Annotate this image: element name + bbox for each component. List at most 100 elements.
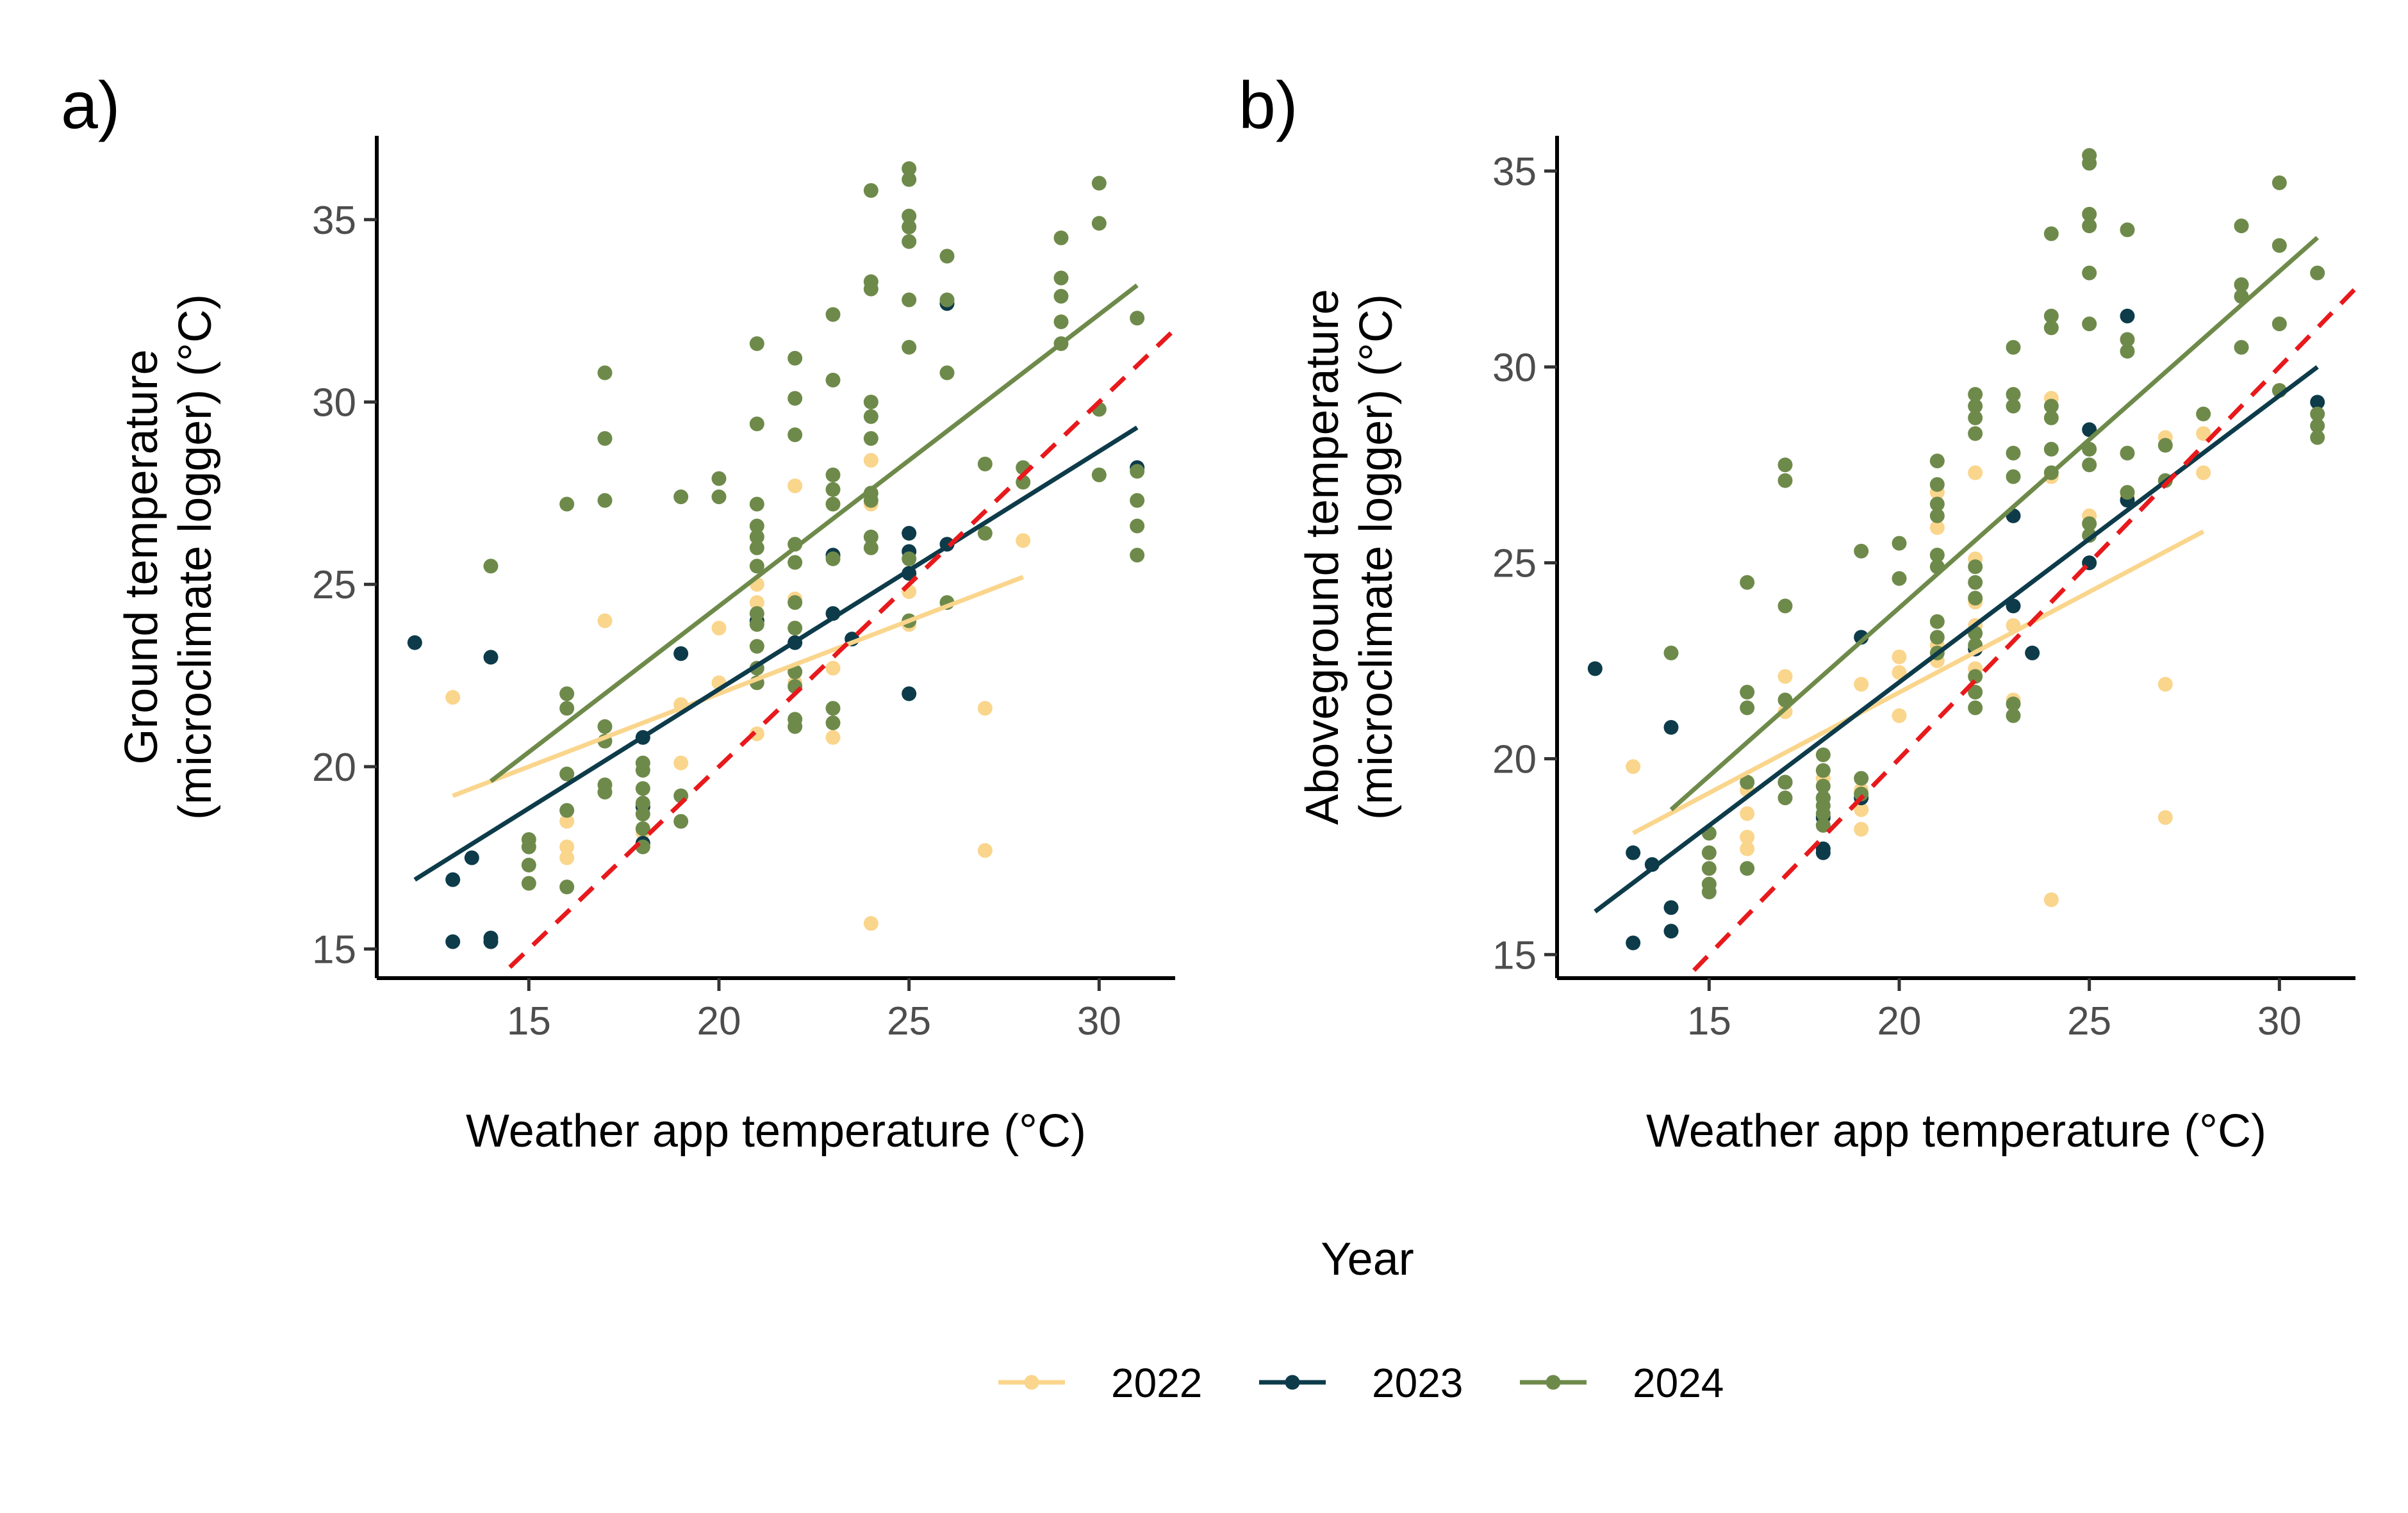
data-point-2023 (902, 525, 917, 541)
data-point-2024 (635, 781, 650, 796)
data-point-2024 (2310, 430, 2325, 445)
data-point-2024 (1740, 700, 1755, 716)
data-point-2024 (2006, 708, 2021, 723)
data-point-2024 (559, 686, 575, 701)
data-point-2024 (521, 876, 536, 891)
data-point-2024 (939, 365, 955, 380)
data-point-2024 (1701, 845, 1717, 860)
data-point-2022 (1740, 830, 1755, 845)
data-point-2024 (521, 858, 536, 873)
x-tick-label: 20 (1877, 999, 1922, 1043)
data-point-2024 (788, 427, 803, 443)
data-point-2024 (1740, 575, 1755, 590)
data-point-2022 (2196, 465, 2211, 480)
data-point-2024 (863, 430, 878, 446)
data-point-2024 (1091, 176, 1107, 191)
data-point-2024 (1740, 861, 1755, 876)
data-point-2024 (1130, 311, 1145, 326)
x-tick-label: 20 (697, 999, 741, 1043)
data-point-2024 (749, 617, 764, 632)
data-point-2024 (2157, 438, 2173, 453)
data-point-2024 (711, 489, 727, 505)
data-point-2024 (2234, 339, 2249, 355)
data-point-2024 (749, 416, 764, 432)
data-point-2024 (1053, 314, 1069, 329)
data-point-2024 (863, 529, 878, 544)
data-point-2024 (1892, 571, 1907, 586)
data-point-2024 (673, 489, 689, 505)
data-point-2023 (2310, 395, 2325, 410)
data-point-2024 (597, 493, 613, 508)
data-point-2024 (711, 471, 727, 486)
data-point-2022 (825, 660, 841, 676)
data-point-2022 (977, 701, 993, 716)
y-tick-label: 30 (312, 381, 356, 425)
data-point-2024 (1777, 790, 1793, 806)
data-point-2024 (902, 551, 917, 566)
reference-line (1692, 287, 2355, 972)
data-point-2024 (977, 525, 993, 541)
y-tick-label: 15 (1492, 933, 1537, 977)
data-point-2022 (1892, 649, 1907, 664)
data-point-2022 (1777, 669, 1793, 684)
data-point-2024 (597, 785, 613, 800)
y-tick-label: 35 (312, 199, 356, 243)
y-tick-label: 25 (1492, 542, 1537, 586)
data-point-2024 (788, 391, 803, 406)
x-axis-title: Weather app temperature (°C) (1646, 1106, 2266, 1157)
data-point-2022 (788, 478, 803, 493)
data-point-2023 (2025, 645, 2040, 660)
data-point-2022 (1740, 841, 1755, 856)
data-point-2024 (902, 219, 917, 234)
data-point-2024 (2120, 485, 2135, 500)
data-point-2024 (597, 430, 613, 446)
data-point-2024 (977, 456, 993, 471)
data-point-2022 (2157, 810, 2173, 825)
data-point-2022 (863, 453, 878, 468)
data-point-2024 (1929, 547, 1945, 562)
data-point-2022 (2043, 892, 2059, 908)
data-point-2024 (825, 496, 841, 512)
data-point-2024 (1968, 426, 1983, 441)
data-point-2024 (559, 879, 575, 895)
legend-title: Year (1321, 1234, 1414, 1285)
data-point-2024 (559, 803, 575, 818)
data-point-2023 (445, 934, 461, 949)
data-point-2023 (1815, 845, 1831, 860)
fit-line-2023 (413, 425, 1139, 882)
data-point-2024 (939, 292, 955, 307)
x-tick-label: 25 (887, 999, 931, 1043)
data-point-2023 (445, 872, 461, 887)
data-point-2024 (1130, 518, 1145, 534)
data-point-2024 (1740, 685, 1755, 700)
data-point-2024 (2006, 696, 2021, 712)
data-point-2024 (749, 518, 764, 534)
data-point-2022 (863, 916, 878, 931)
data-point-2024 (788, 555, 803, 570)
y-axis-title: Aboveground temperature(microclimate log… (1297, 289, 1402, 825)
data-point-2024 (1663, 645, 1679, 660)
data-point-2024 (597, 365, 613, 380)
data-point-2024 (635, 796, 650, 811)
data-point-2022 (1968, 465, 1983, 480)
data-point-2022 (1892, 665, 1907, 680)
data-point-2024 (749, 540, 764, 555)
data-point-2024 (863, 540, 878, 555)
y-tick-label: 20 (312, 746, 356, 790)
data-point-2024 (559, 701, 575, 716)
data-point-2024 (825, 701, 841, 716)
data-point-2024 (1053, 230, 1069, 245)
data-point-2024 (2043, 398, 2059, 414)
data-point-2024 (1130, 493, 1145, 508)
data-point-2022 (749, 726, 764, 742)
data-point-2024 (1968, 559, 1983, 575)
data-point-2024 (559, 496, 575, 512)
data-point-2022 (1854, 676, 1869, 692)
data-point-2024 (2234, 277, 2249, 292)
data-point-2024 (1854, 787, 1869, 802)
data-point-2024 (825, 372, 841, 388)
x-tick-label: 30 (1077, 999, 1121, 1043)
data-point-2024 (1130, 548, 1145, 563)
data-point-2024 (597, 719, 613, 734)
data-point-2024 (2120, 343, 2135, 359)
